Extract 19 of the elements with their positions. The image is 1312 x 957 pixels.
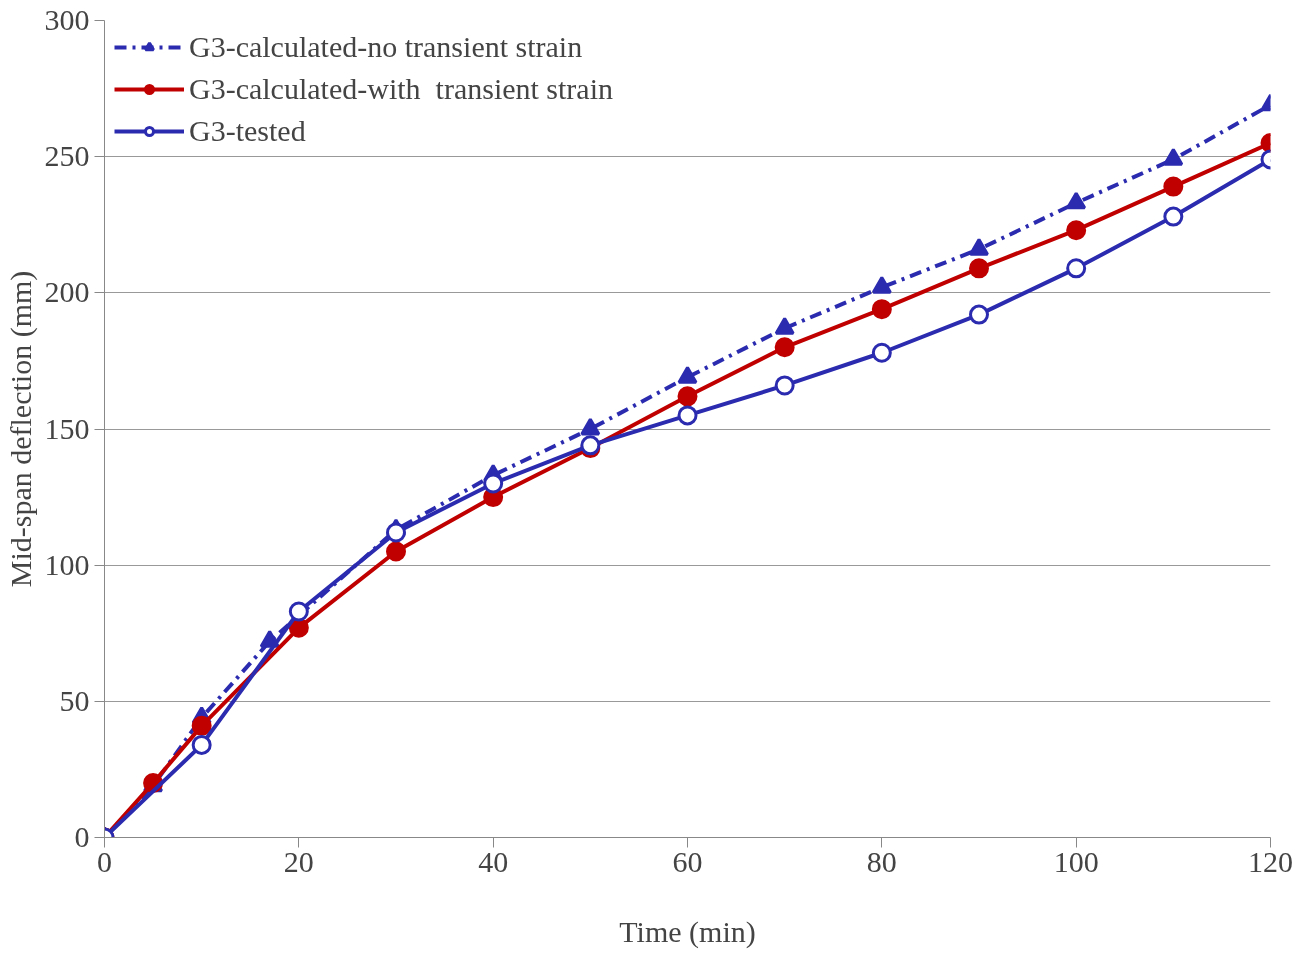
x-tick-label: 100 bbox=[1053, 844, 1099, 878]
x-tick-label: 80 bbox=[866, 844, 897, 878]
legend-label: G3-tested bbox=[189, 114, 306, 148]
y-tick-label: 50 bbox=[59, 683, 90, 717]
y-tick-label: 250 bbox=[44, 139, 90, 173]
x-tick-label: 0 bbox=[97, 844, 112, 878]
y-tick-label: 100 bbox=[44, 547, 90, 581]
y-tick-label: 300 bbox=[44, 3, 90, 36]
x-tick-label: 120 bbox=[1248, 844, 1293, 878]
x-tick-label: 20 bbox=[283, 844, 314, 878]
x-tick-label: 40 bbox=[478, 844, 509, 878]
y-tick-label: 0 bbox=[74, 820, 90, 853]
x-axis-title: Time (min) bbox=[619, 914, 756, 949]
legend-label: G3-calculated-with transient strain bbox=[189, 72, 614, 106]
x-tick-label: 60 bbox=[672, 844, 703, 878]
y-tick-label: 150 bbox=[44, 411, 90, 445]
y-axis-title: Mid-span deflection (mm) bbox=[3, 270, 38, 588]
legend-label: G3-calculated-no transient strain bbox=[189, 30, 583, 64]
y-tick-label: 200 bbox=[44, 275, 90, 309]
